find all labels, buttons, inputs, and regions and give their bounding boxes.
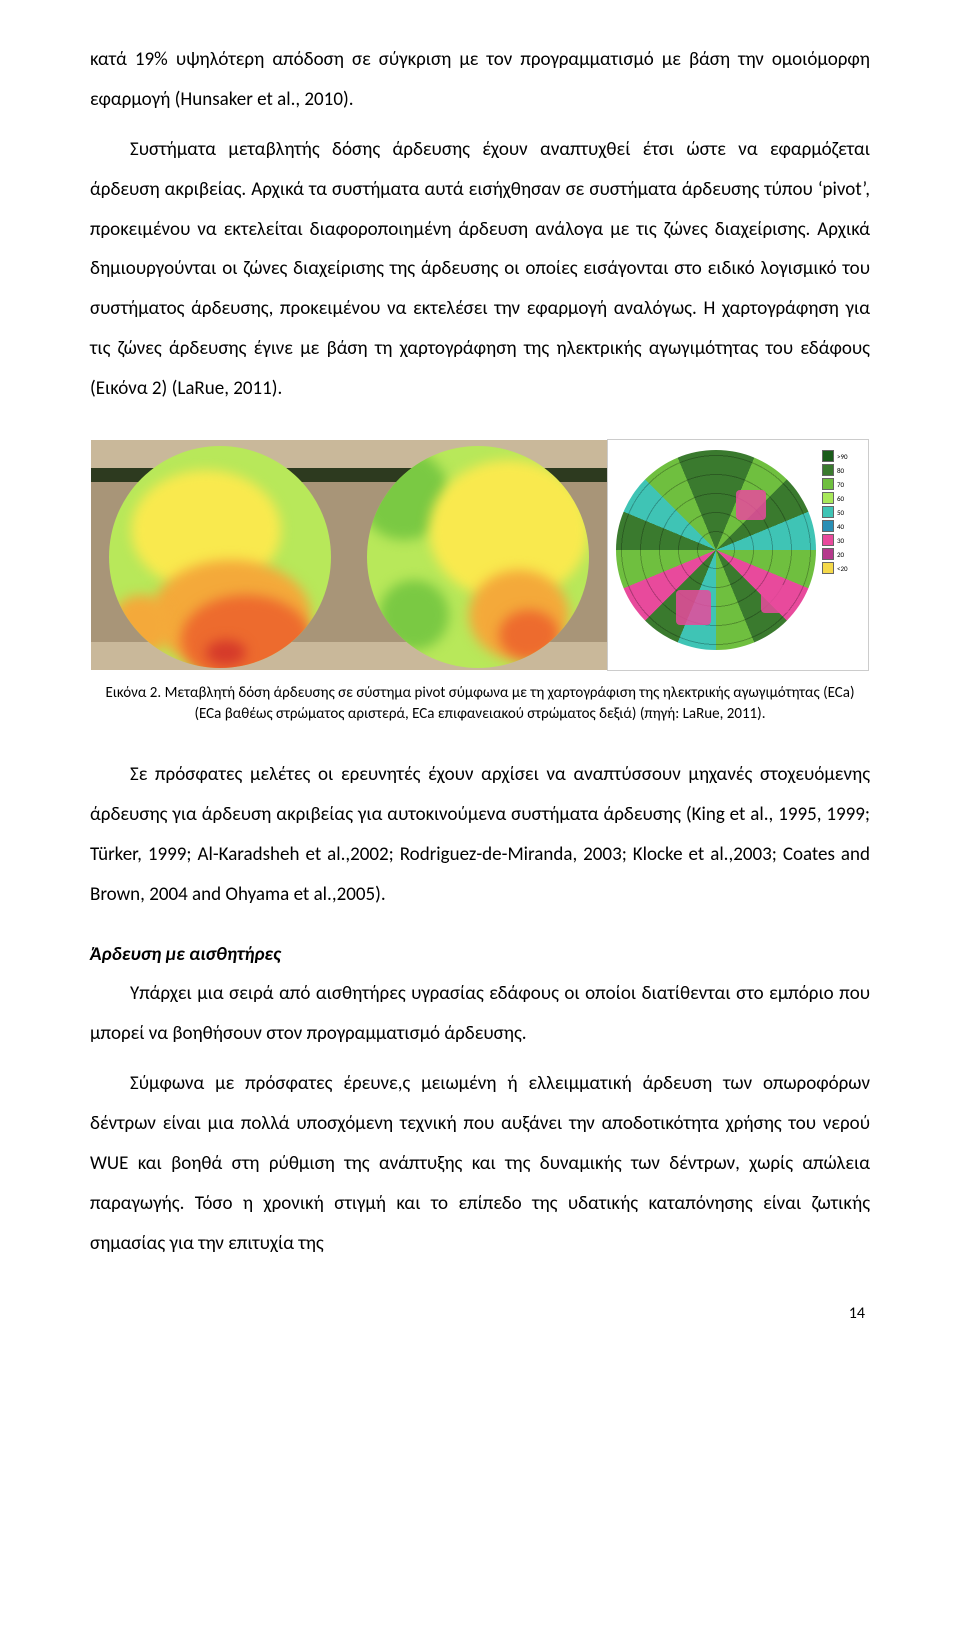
eca-surface-map	[349, 440, 607, 670]
legend-label: 60	[837, 494, 844, 503]
legend-row: 60	[822, 492, 864, 504]
legend-label: 30	[837, 536, 844, 545]
legend-swatch	[822, 548, 834, 560]
pivot-circle-middle	[367, 446, 589, 668]
paragraph-3: Σε πρόσφατες μελέτες οι ερευνητές έχουν …	[90, 755, 870, 915]
legend-swatch	[822, 450, 834, 462]
page-number: 14	[90, 1304, 870, 1323]
legend-label: >90	[837, 452, 848, 461]
figure-row: >90 80 70 60 50 40 30 20 <20	[90, 439, 870, 671]
legend-row: 50	[822, 506, 864, 518]
figure-caption: Εικόνα 2. Μεταβλητή δόση άρδευσης σε σύσ…	[100, 683, 860, 725]
legend-row: <20	[822, 562, 864, 574]
section-heading-sensors: Άρδευση με αισθητήρες	[90, 935, 870, 975]
legend-label: 80	[837, 466, 844, 475]
figure-2: >90 80 70 60 50 40 30 20 <20 Εικόνα 2. Μεταβλητή…	[90, 439, 870, 725]
legend-swatch	[822, 506, 834, 518]
document-page: κατά 19% υψηλότερη απόδοση σε σύγκριση μ…	[0, 0, 960, 1363]
legend-label: 20	[837, 550, 844, 559]
paragraph-4: Υπάρχει μια σειρά από αισθητήρες υγρασία…	[90, 974, 870, 1054]
legend-row: 20	[822, 548, 864, 560]
legend-label: 70	[837, 480, 844, 489]
legend-label: 50	[837, 508, 844, 517]
legend-swatch	[822, 492, 834, 504]
legend: >90 80 70 60 50 40 30 20 <20	[822, 450, 864, 576]
paragraph-2: Συστήματα μεταβλητής δόσης άρδευσης έχου…	[90, 130, 870, 409]
legend-row: 70	[822, 478, 864, 490]
legend-swatch	[822, 464, 834, 476]
paragraph-1: κατά 19% υψηλότερη απόδοση σε σύγκριση μ…	[90, 40, 870, 120]
legend-swatch	[822, 562, 834, 574]
pivot-circle-left	[109, 446, 331, 668]
eca-deep-map	[91, 440, 349, 670]
paragraph-5: Σύμφωνα με πρόσφατες έρευνε,ς μειωμένη ή…	[90, 1064, 870, 1263]
legend-row: 40	[822, 520, 864, 532]
legend-swatch	[822, 478, 834, 490]
legend-label: 40	[837, 522, 844, 531]
legend-swatch	[822, 520, 834, 532]
legend-row: 80	[822, 464, 864, 476]
legend-row: 30	[822, 534, 864, 546]
legend-swatch	[822, 534, 834, 546]
legend-label: <20	[837, 564, 848, 573]
vri-software-panel: >90 80 70 60 50 40 30 20 <20	[607, 439, 869, 671]
pivot-sectors	[616, 450, 816, 650]
legend-row: >90	[822, 450, 864, 462]
